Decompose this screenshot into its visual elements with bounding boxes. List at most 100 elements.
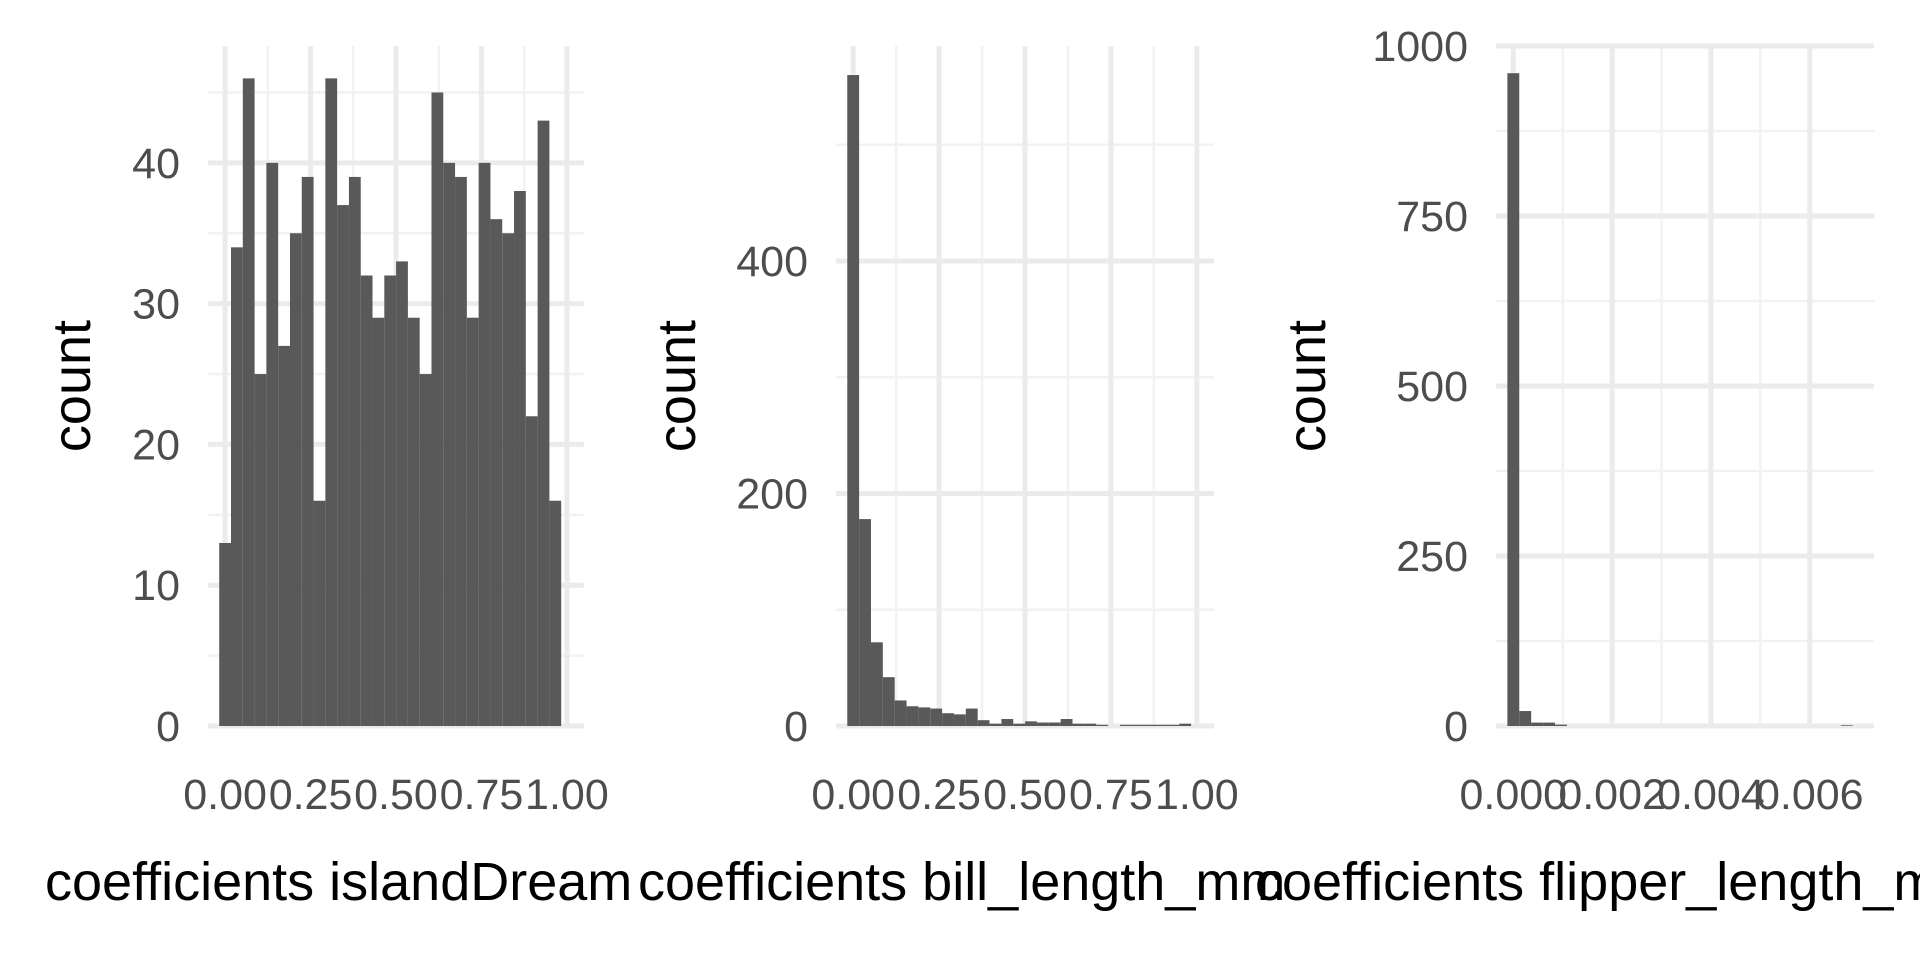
histogram-bar	[289, 233, 302, 726]
x-tick-label: 0.004	[1657, 771, 1765, 819]
histogram-bar	[443, 162, 456, 726]
x-tick-label: 0.75	[440, 771, 524, 819]
histogram-bar	[1013, 723, 1026, 726]
histogram-bar	[525, 416, 538, 726]
histogram-bar	[1519, 711, 1532, 726]
histogram-bar	[1554, 724, 1567, 726]
histogram-bar	[930, 708, 943, 726]
x-tick-label: 0.25	[897, 771, 981, 819]
histogram-bar	[372, 317, 385, 726]
histogram-bar	[313, 500, 326, 726]
histogram-bar	[231, 247, 243, 726]
histogram-bar	[942, 713, 954, 726]
histogram-bar	[953, 714, 966, 726]
x-tick-label: 0.00	[183, 771, 267, 819]
histogram-bar	[1155, 724, 1168, 726]
y-tick-label: 0	[156, 703, 180, 751]
histogram-bar	[1001, 719, 1014, 726]
y-tick-label: 500	[1396, 363, 1468, 411]
panel-bill-length: 0 200 400 0.00 0.25 0.50 0.75 1.00 coefficients …	[638, 46, 1285, 912]
histogram-bar	[1167, 724, 1180, 726]
x-tick-label: 1.00	[1155, 771, 1239, 819]
histogram-bar	[1025, 721, 1037, 726]
histogram-bar	[894, 700, 907, 726]
histogram-bar	[1048, 722, 1061, 726]
histogram-bar	[1084, 723, 1097, 726]
x-tick-label: 1.00	[525, 771, 609, 819]
histogram-bar	[478, 162, 491, 726]
histogram-bar	[1543, 722, 1555, 726]
histogram-bar	[348, 176, 361, 727]
histogram-bar	[1531, 722, 1544, 726]
histogram-bar	[1060, 719, 1073, 726]
y-tick-label: 40	[132, 140, 180, 188]
panel-island-dream: 0 10 20 30 40 0.00 0.25 0.50 0.75 1.00 coefficient…	[42, 46, 632, 912]
y-axis-title: count	[1277, 320, 1337, 452]
histogram-bar	[360, 275, 373, 726]
histogram-bar	[1096, 724, 1109, 726]
histogram-bar	[859, 519, 871, 726]
histogram-bar	[455, 176, 467, 727]
histogram-bar	[514, 191, 526, 726]
histogram-bar	[882, 677, 895, 726]
histogram-bar	[419, 374, 432, 726]
histogram-bar	[490, 219, 503, 726]
histogram-bar	[977, 720, 990, 726]
x-axis-title: coefficients islandDream	[45, 852, 632, 912]
x-tick-label: 0.50	[983, 771, 1067, 819]
histogram-bar	[1119, 724, 1132, 726]
histogram-bar	[219, 542, 232, 726]
histogram-bar	[266, 162, 279, 726]
y-tick-label: 0	[1444, 703, 1468, 751]
x-axis-title: coefficients bill_length_mm	[638, 852, 1285, 912]
histogram-bar	[537, 120, 550, 727]
histogram-bar	[918, 707, 931, 726]
histogram-bar	[384, 275, 397, 726]
histogram-bar	[549, 500, 562, 726]
histogram-bar	[502, 233, 515, 726]
y-tick-label: 10	[132, 562, 180, 610]
x-tick-label: 0.00	[811, 771, 895, 819]
histogram-bar	[1507, 73, 1520, 726]
x-tick-label: 0.006	[1756, 771, 1864, 819]
histogram-bar	[242, 78, 255, 726]
x-tick-label: 0.002	[1558, 771, 1666, 819]
histogram-bar	[301, 176, 314, 727]
y-tick-label: 20	[132, 421, 180, 469]
histogram-bar	[254, 374, 267, 726]
histogram-bar	[325, 78, 338, 726]
histogram-bar	[989, 723, 1002, 726]
y-tick-label: 1000	[1372, 23, 1468, 71]
x-axis-title: coefficients flipper_length_mm	[1255, 852, 1920, 912]
y-tick-label: 750	[1396, 193, 1468, 241]
histogram-bar	[1036, 722, 1049, 726]
y-tick-label: 250	[1396, 533, 1468, 581]
histogram-bar	[337, 205, 349, 727]
histogram-bar	[1131, 724, 1144, 726]
histogram-bar	[1072, 723, 1085, 726]
histogram-bar	[965, 708, 978, 726]
x-tick-label: 0.75	[1069, 771, 1153, 819]
histogram-bar	[1179, 723, 1192, 726]
histogram-bar	[466, 317, 479, 726]
y-axis-title: count	[42, 320, 102, 452]
histogram-bar	[278, 345, 290, 726]
histogram-bar	[870, 642, 883, 726]
y-axis-title: count	[647, 320, 707, 452]
y-tick-label: 400	[736, 238, 808, 286]
histogram-bar	[396, 261, 408, 726]
y-tick-label: 200	[736, 471, 808, 519]
histogram-bar	[906, 706, 919, 726]
histogram-bar	[1840, 725, 1853, 726]
histogram-bar	[1143, 724, 1156, 726]
x-tick-label: 0.25	[269, 771, 353, 819]
x-tick-label: 0.50	[354, 771, 438, 819]
y-tick-label: 0	[784, 703, 808, 751]
histogram-bar	[431, 92, 444, 727]
histogram-bar	[407, 317, 420, 726]
histogram-bar	[847, 75, 860, 727]
x-tick-label: 0.000	[1459, 771, 1567, 819]
